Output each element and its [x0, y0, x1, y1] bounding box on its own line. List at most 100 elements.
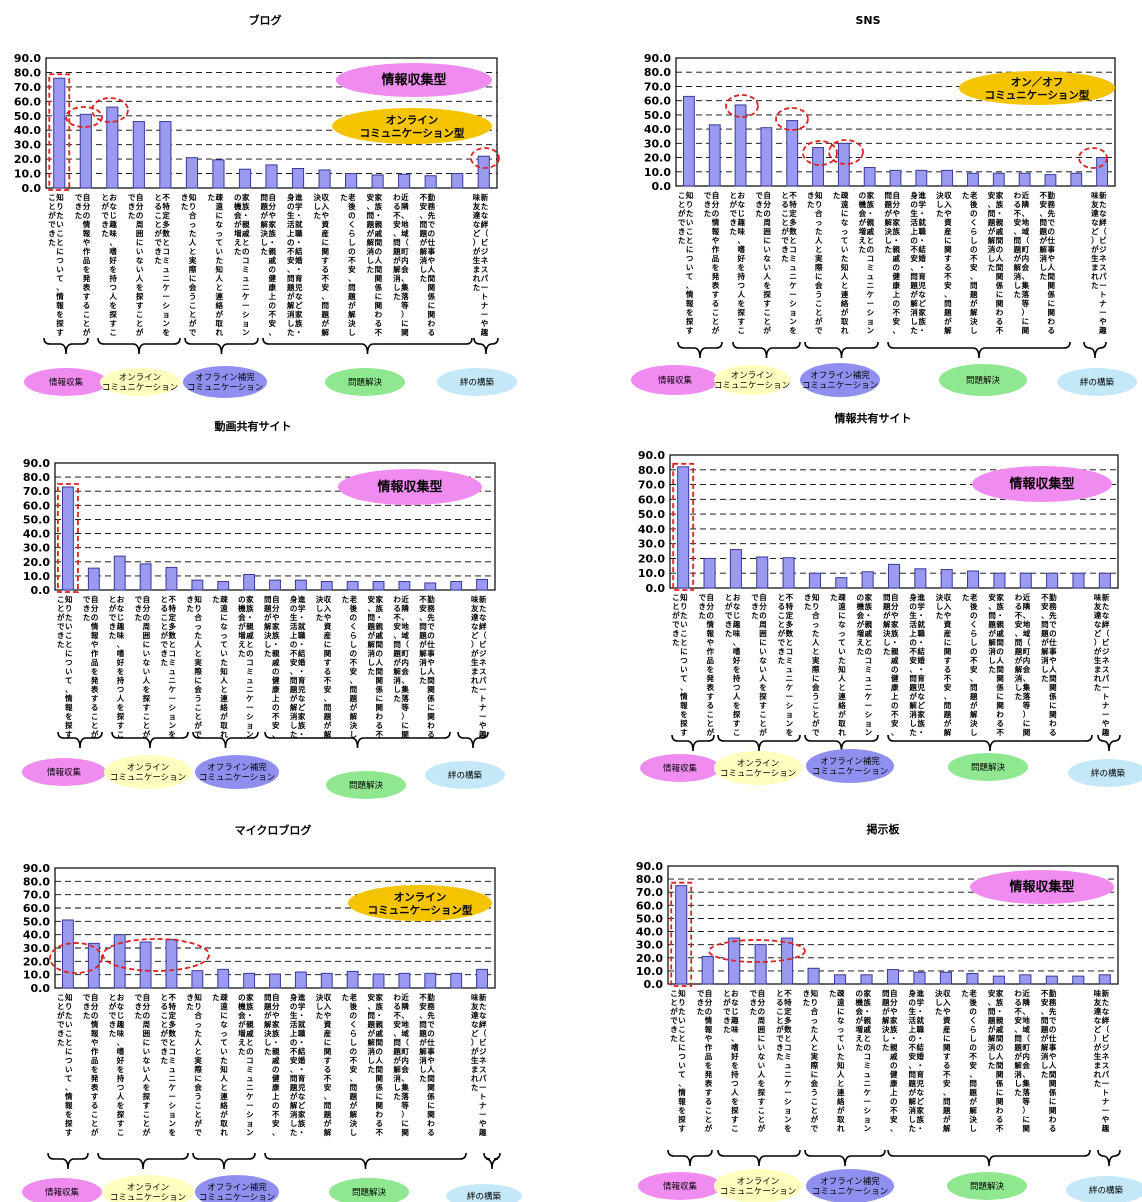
bar [1098, 974, 1111, 985]
category-label: 疎遠になっていた知人と連絡が取れた [207, 192, 223, 337]
type-badge [336, 63, 492, 97]
category-label: 家族・親戚とのコミュニケーションの機会が増えた [857, 592, 873, 737]
group-bracket-3 [887, 734, 1093, 752]
bar [165, 938, 178, 989]
category-label: 家族・親戚間の人間関係に関わる不安、問題が解消した [368, 594, 384, 739]
bar [243, 972, 256, 989]
bar [212, 159, 225, 189]
category-label: 家族・親戚間の人間関係に関わる不安、問題が解消した [988, 988, 1004, 1133]
category-label: 収入や資産に関する不安、問題が解決した [936, 592, 952, 737]
bar [191, 579, 204, 591]
category-label: 老後のくらしの不安、問題が解決した [962, 592, 978, 737]
type-badge-label: 情報収集型 [381, 72, 446, 88]
category-label: 収入や資産に関する不安、問題が解決した [314, 192, 330, 337]
category-label: 不特定多数とコミュニケーションをとることができた [781, 191, 797, 335]
category-label: 新たな絆（ビジネスパートナーや趣味友達など）が生まれた [1093, 988, 1110, 1133]
group-label: 情報収集 [658, 375, 693, 386]
bar [451, 173, 464, 189]
bar [754, 944, 767, 985]
category-label: 進学・就職・結婚・育児など家族・身の生活上の不安、問題が解消した [290, 992, 306, 1137]
y-tick-label: 30.0 [14, 139, 41, 152]
y-tick-label: 50.0 [23, 513, 50, 526]
y-tick-label: 20.0 [644, 152, 671, 165]
category-label: 不特定多数とコミュニケーションをとることができた [776, 989, 792, 1133]
type-badge-label: 情報収集型 [1009, 476, 1074, 492]
group-bracket-1 [111, 731, 189, 749]
bar [782, 557, 795, 589]
highlight-circle [91, 97, 129, 123]
chart-panel-2: SNS 0.010.020.0 30.040.050.060.0 70.080.090… [631, 14, 1137, 397]
y-tick-label: 20.0 [23, 556, 50, 569]
y-tick-label: 60.0 [636, 899, 663, 912]
category-label: 近隣、地域（町内会、集落等）に関わる不安、問題が解消した [393, 192, 409, 337]
category-label: 家族・親戚間の人間関係に関わる不安、問題が解消した [988, 190, 1004, 335]
group-oval-2 [102, 1175, 194, 1202]
highlight-circle [102, 938, 210, 972]
y-tick-label: 0.0 [31, 584, 51, 597]
group-label: 絆の構築 [1091, 768, 1126, 779]
group-bracket-1 [97, 337, 181, 355]
category-label: おなじ趣味、嗜好を持つ人を探すことができた [723, 989, 739, 1133]
highlight-circle [802, 140, 838, 166]
bar [1072, 975, 1085, 985]
y-tick-label: 10.0 [23, 570, 50, 583]
y-tick-label: 90.0 [644, 52, 671, 65]
y-tick-label: 60.0 [23, 499, 50, 512]
bar [320, 972, 333, 989]
group-oval-3 [800, 363, 880, 397]
bar [889, 169, 902, 187]
y-tick-label: 80.0 [23, 875, 50, 888]
bar [318, 169, 331, 189]
category-label: 知りたいことについて、情報を探すことができた [57, 992, 73, 1137]
y-tick-label: 10.0 [23, 969, 50, 982]
bar [708, 124, 721, 187]
group-bracket-2 [192, 1152, 256, 1170]
bar [139, 563, 152, 591]
category-label: 自分や家族・親戚の健康上の不安、問題が解決した [264, 992, 280, 1137]
highlight-circle [775, 107, 809, 131]
category-label: おなじ趣味、嗜好を持つ人を探すことができた [101, 193, 117, 337]
bar [424, 972, 437, 989]
type-badge [970, 870, 1114, 904]
group-bracket-3 [264, 1152, 467, 1170]
y-tick-label: 70.0 [638, 479, 665, 492]
bar [87, 567, 100, 591]
bar [185, 157, 198, 189]
bar [476, 578, 488, 591]
category-label: 老後のくらしの不安、問題が解決した [342, 992, 358, 1137]
category-label: 進学・就職・結婚・育児など家族・身の生活上の不安、問題が解消した [287, 192, 303, 337]
group-label: オンラインコミュニケーション [720, 759, 796, 779]
group-bracket-1 [732, 341, 801, 359]
category-label: 収入や資産に関する不安、問題が解決した [316, 594, 332, 739]
y-tick-label: 90.0 [23, 457, 50, 470]
bar [113, 934, 126, 989]
bar [675, 885, 688, 985]
bar [1096, 157, 1109, 187]
category-label: 知りたいことについて、情報を探すことができた [678, 190, 694, 335]
group-bracket-3 [262, 337, 473, 355]
y-tick-label: 50.0 [638, 508, 665, 521]
category-label: 疎遠になっていた知人と連絡が取れた [212, 594, 228, 739]
highlight-box [670, 881, 693, 987]
group-label: オフライン補完コミュニケーション [199, 1182, 275, 1202]
category-label: 進学・就職・結婚・育児など家族・身の生活上の不安、問題が解消した [910, 190, 926, 335]
chart-title: 動画共有サイト [215, 419, 292, 433]
y-tick-label: 40.0 [23, 929, 50, 942]
category-label: 知りたいことについて、情報を探すことができた [670, 988, 686, 1133]
category-label: 近隣、地域（町内会、集落等）に関わる不安、問題が解消した [1014, 190, 1030, 335]
group-label: 情報収集 [45, 1187, 80, 1198]
bar [217, 968, 230, 989]
bar [372, 581, 385, 591]
category-label: 家族・親戚間の人間関係に関わる不安、問題が解消した [988, 592, 1004, 737]
bar [320, 581, 333, 591]
bar [450, 972, 463, 989]
y-tick-label: 0.0 [644, 978, 664, 991]
highlight-box [48, 73, 71, 191]
bar [243, 573, 256, 591]
category-label: 疎遠になっていた知人と連絡が取れた [830, 592, 846, 737]
highlight-circle [708, 939, 806, 963]
group-oval-3 [195, 755, 279, 789]
group-oval-1 [22, 758, 106, 786]
group-label: 絆の構築 [467, 1191, 502, 1202]
group-oval-5 [1066, 1176, 1142, 1202]
